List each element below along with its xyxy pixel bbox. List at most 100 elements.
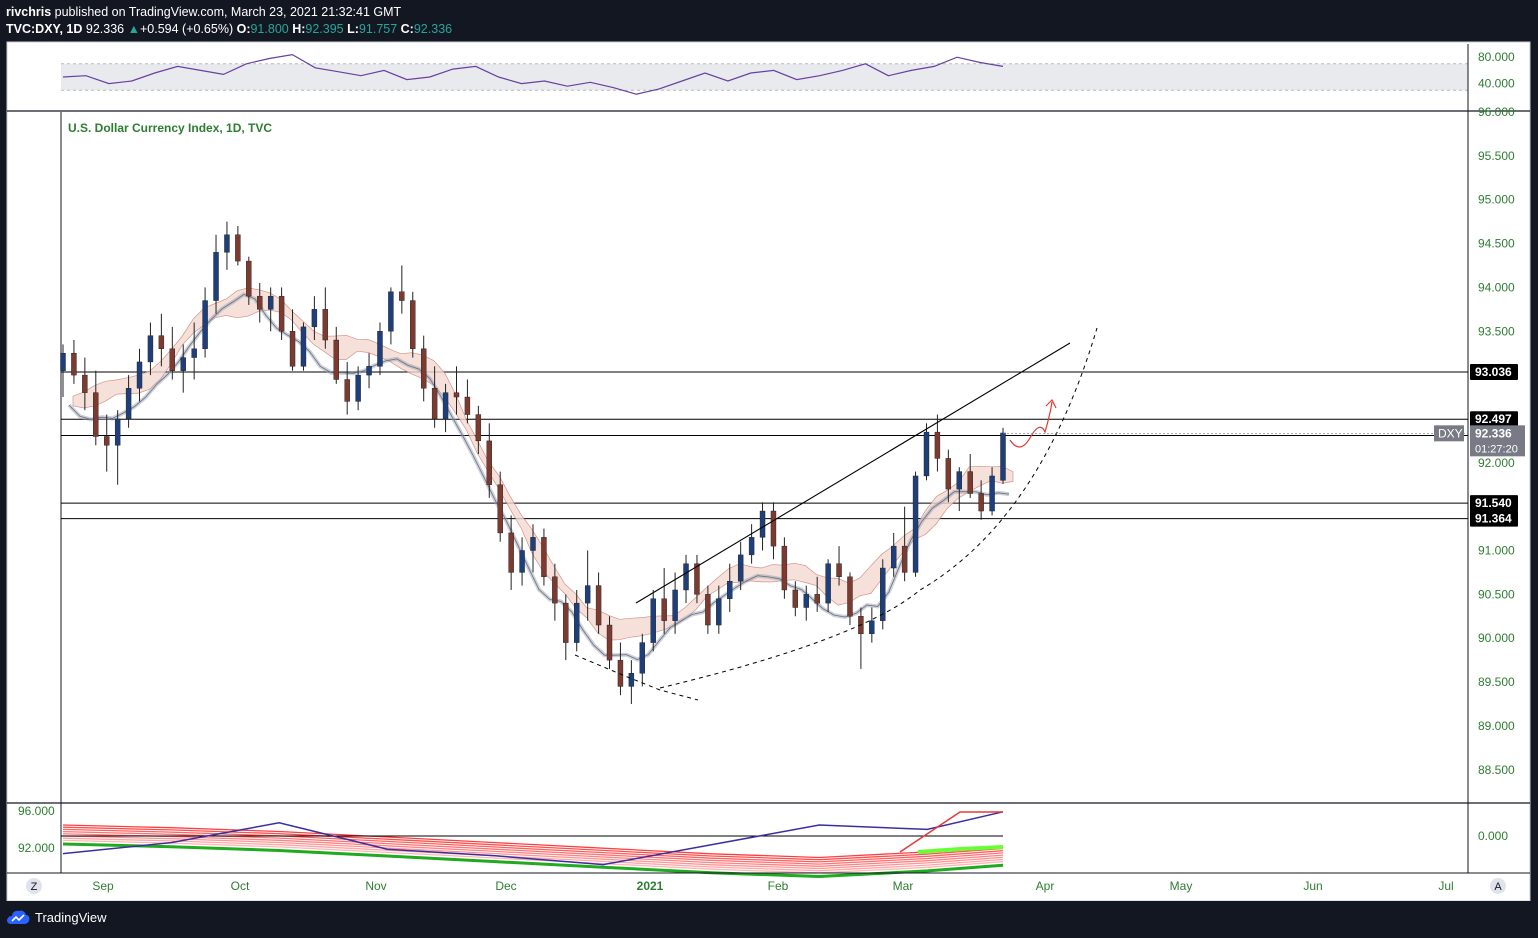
candle[interactable]: [628, 660, 635, 704]
candle[interactable]: [584, 550, 591, 621]
candle[interactable]: [781, 537, 788, 599]
candle[interactable]: [989, 467, 995, 516]
candle[interactable]: [278, 287, 285, 341]
candle[interactable]: [366, 353, 372, 389]
candle[interactable]: [246, 256, 252, 305]
tradingview-brand[interactable]: TradingView: [6, 909, 107, 925]
candle[interactable]: [169, 326, 176, 380]
candle[interactable]: [344, 361, 350, 415]
candle[interactable]: [519, 537, 525, 586]
candle[interactable]: [541, 528, 547, 586]
resistance-trendline[interactable]: [635, 342, 1071, 604]
candle[interactable]: [770, 502, 777, 560]
symbol-label[interactable]: TVC:DXY, 1D: [6, 22, 83, 36]
candle[interactable]: [847, 572, 853, 626]
candle[interactable]: [267, 287, 274, 332]
candle[interactable]: [912, 471, 919, 577]
candle[interactable]: [716, 585, 722, 634]
candle[interactable]: [464, 379, 471, 424]
candle[interactable]: [202, 287, 208, 358]
candle[interactable]: [158, 313, 165, 367]
candle[interactable]: [890, 532, 897, 577]
candle[interactable]: [803, 585, 809, 621]
candle[interactable]: [114, 410, 121, 485]
up-candle-body: [267, 295, 274, 310]
candle[interactable]: [563, 594, 569, 661]
dashed-support-curve[interactable]: [659, 327, 1098, 689]
candle[interactable]: [104, 414, 110, 472]
candle[interactable]: [71, 340, 77, 384]
candle[interactable]: [934, 414, 941, 472]
candle[interactable]: [191, 322, 197, 380]
candle[interactable]: [825, 559, 831, 612]
candle[interactable]: [82, 357, 88, 411]
candle[interactable]: [442, 383, 449, 433]
candle[interactable]: [180, 344, 186, 393]
candle[interactable]: [705, 585, 711, 634]
author-name[interactable]: rivchris: [6, 5, 52, 19]
candle[interactable]: [727, 563, 733, 612]
candle[interactable]: [792, 581, 799, 617]
time-tick-label: Dec: [495, 879, 516, 893]
candle[interactable]: [759, 502, 766, 551]
candle[interactable]: [60, 344, 66, 398]
candle[interactable]: [661, 568, 667, 634]
candle[interactable]: [486, 423, 492, 498]
candle[interactable]: [213, 234, 219, 314]
candle[interactable]: [639, 633, 646, 687]
candle[interactable]: [617, 642, 624, 696]
candle[interactable]: [683, 554, 689, 604]
candle[interactable]: [694, 554, 700, 604]
candle[interactable]: [377, 322, 383, 376]
candle[interactable]: [574, 589, 580, 652]
candle[interactable]: [147, 322, 154, 376]
candle[interactable]: [672, 572, 678, 634]
candle[interactable]: [497, 471, 503, 542]
candle[interactable]: [93, 370, 99, 446]
candle[interactable]: [748, 524, 755, 564]
candle[interactable]: [737, 541, 744, 590]
candle[interactable]: [410, 291, 416, 358]
candle[interactable]: [956, 467, 962, 512]
candle[interactable]: [530, 524, 536, 573]
candle[interactable]: [289, 309, 296, 371]
candle[interactable]: [978, 480, 984, 520]
down-candle-body: [781, 545, 788, 591]
candle[interactable]: [224, 221, 230, 270]
candle[interactable]: [945, 449, 952, 503]
candle[interactable]: [967, 454, 973, 498]
candle[interactable]: [836, 546, 842, 586]
candle[interactable]: [125, 375, 132, 428]
candle[interactable]: [1000, 427, 1006, 484]
candle[interactable]: [453, 366, 460, 415]
candle[interactable]: [388, 287, 394, 345]
candle[interactable]: [136, 348, 143, 402]
zoom-button[interactable]: Z: [26, 878, 42, 894]
up-candle-body: [716, 598, 722, 626]
candle[interactable]: [595, 572, 602, 634]
dashed-support-left[interactable]: [574, 654, 699, 701]
candle[interactable]: [431, 366, 438, 428]
candle[interactable]: [355, 366, 361, 411]
projection-arrow[interactable]: [1009, 401, 1053, 448]
candle[interactable]: [923, 423, 930, 481]
candle[interactable]: [300, 322, 307, 371]
candle[interactable]: [235, 226, 241, 266]
candle[interactable]: [322, 287, 329, 349]
auto-scale-button[interactable]: A: [1490, 878, 1506, 894]
candle[interactable]: [552, 563, 558, 621]
candle[interactable]: [901, 506, 908, 582]
candle[interactable]: [650, 589, 656, 652]
candle[interactable]: [508, 515, 514, 590]
candle[interactable]: [420, 335, 427, 402]
candle[interactable]: [333, 326, 339, 384]
candle[interactable]: [869, 607, 875, 643]
candle[interactable]: [880, 559, 886, 630]
candle[interactable]: [606, 616, 613, 669]
candle[interactable]: [399, 265, 405, 314]
candle[interactable]: [257, 283, 263, 323]
candle[interactable]: [814, 576, 820, 612]
candle[interactable]: [475, 405, 482, 455]
candle[interactable]: [311, 296, 318, 341]
